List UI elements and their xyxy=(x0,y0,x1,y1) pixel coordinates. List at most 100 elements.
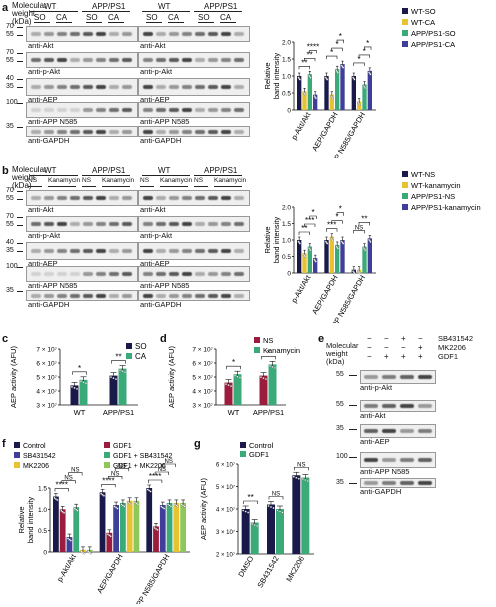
significance-label: *** xyxy=(327,221,336,230)
blot-band xyxy=(44,58,54,62)
blot-band xyxy=(169,293,179,298)
antibody-label: anti-AEP xyxy=(28,259,58,268)
blot-band xyxy=(400,404,414,408)
significance-label: **** xyxy=(56,481,68,490)
subgroup-label: CA xyxy=(168,13,180,22)
subgroup-underline xyxy=(198,22,214,23)
y-axis-label: band intensity xyxy=(272,217,281,264)
subgroup-label: NS xyxy=(28,177,38,184)
significance-bracket xyxy=(304,58,316,62)
subgroup-label: SO xyxy=(198,13,210,22)
y-tick-label: 1.0 xyxy=(282,74,291,81)
y-tick-label: 7 × 10⁷ xyxy=(192,347,213,354)
blot-band xyxy=(234,222,244,226)
mw-tick xyxy=(17,127,23,128)
subgroup-label: SO xyxy=(34,13,46,22)
data-point xyxy=(106,533,109,536)
mw-tick xyxy=(17,35,23,36)
significance-bracket xyxy=(61,480,76,484)
data-point xyxy=(116,507,119,510)
y-tick-label: 5 × 10⁷ xyxy=(216,484,235,491)
data-point xyxy=(68,538,71,541)
blot-band xyxy=(44,85,54,89)
blot-band xyxy=(234,293,244,298)
data-point xyxy=(53,496,56,500)
mw-tick xyxy=(349,375,357,376)
data-point xyxy=(161,506,164,509)
blot-band xyxy=(208,32,218,36)
data-point xyxy=(306,479,309,483)
mw-tick xyxy=(17,27,23,28)
y-tick-label: 2.0 xyxy=(282,40,291,47)
y-tick-label: 6 × 10⁷ xyxy=(36,361,57,368)
significance-label: NS xyxy=(64,476,72,482)
data-point xyxy=(146,488,149,491)
panel-d-letter: d xyxy=(160,333,167,345)
bar xyxy=(120,502,126,552)
blot-band xyxy=(195,196,205,200)
data-point xyxy=(304,93,307,96)
data-point xyxy=(224,383,228,386)
treatment-sign: + xyxy=(401,334,406,343)
legend-label: WT-kanamycin xyxy=(411,181,461,190)
blot-band xyxy=(96,196,106,200)
legend-swatch xyxy=(104,442,110,448)
data-point xyxy=(167,503,170,506)
blot-band xyxy=(182,272,192,276)
blot-band xyxy=(57,196,67,200)
data-point xyxy=(342,242,345,245)
mw-marker: 100 xyxy=(6,99,18,106)
data-point xyxy=(160,505,163,508)
blot-band xyxy=(109,293,119,298)
significance-label: NS xyxy=(71,468,79,474)
blot-band xyxy=(143,222,153,226)
data-point xyxy=(73,507,76,510)
blot-band xyxy=(109,58,119,62)
y-axis-label: band intensity xyxy=(272,53,281,100)
mw-marker: 40 xyxy=(6,75,14,82)
panel-b-letter: b xyxy=(2,165,9,177)
significance-bracket xyxy=(72,371,87,375)
data-point xyxy=(297,477,300,480)
mw-tick xyxy=(17,53,23,54)
significance-bracket xyxy=(326,228,338,232)
data-point xyxy=(90,552,93,555)
data-point xyxy=(273,366,277,369)
significance-bracket xyxy=(114,467,130,472)
blot-band xyxy=(31,293,41,298)
blot-band xyxy=(234,85,244,89)
blot-band xyxy=(382,481,396,485)
data-point xyxy=(298,78,301,81)
x-tick-label: MK2206 xyxy=(284,555,306,584)
data-point xyxy=(76,509,79,512)
group-underline xyxy=(30,175,78,176)
antibody-label: anti-AEP xyxy=(360,437,390,446)
data-point xyxy=(269,505,273,509)
blot-band xyxy=(122,272,132,276)
data-point xyxy=(298,242,301,245)
data-point xyxy=(175,504,178,507)
significance-bracket xyxy=(111,360,126,364)
data-point xyxy=(173,503,176,506)
data-point xyxy=(128,502,131,505)
legend-swatch xyxy=(402,8,408,14)
significance-label: ** xyxy=(301,58,307,67)
blot-band xyxy=(169,32,179,36)
antibody-label: anti-GAPDH xyxy=(140,136,182,145)
subgroup-underline xyxy=(28,186,42,187)
blot-band xyxy=(234,196,244,200)
data-point xyxy=(136,503,139,506)
subgroup-label: NS xyxy=(194,177,204,184)
significance-bracket xyxy=(108,475,123,480)
blot-band xyxy=(109,222,119,226)
mw-tick xyxy=(17,87,23,88)
group-label: WT xyxy=(158,166,171,175)
group-label: WT xyxy=(158,2,171,11)
antibody-label: anti-AEP xyxy=(140,259,170,268)
legend-label: GDF1 + MK2206 xyxy=(113,463,166,470)
data-point xyxy=(353,78,356,81)
treatment-sign: − xyxy=(384,334,389,343)
data-point xyxy=(130,503,133,506)
legend-label: Control xyxy=(249,441,274,450)
legend-label: Control xyxy=(23,443,46,450)
